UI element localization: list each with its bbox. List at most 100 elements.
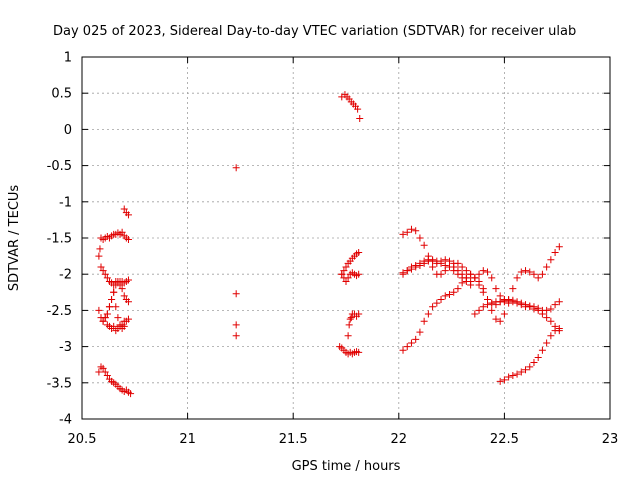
- series-track-p: [399, 270, 563, 354]
- data-point: [433, 299, 441, 307]
- data-point: [403, 343, 411, 351]
- series-track-a: [95, 228, 132, 260]
- data-point: [114, 314, 122, 322]
- data-point: [441, 292, 449, 300]
- data-point: [399, 230, 407, 238]
- data-point: [509, 285, 517, 293]
- data-point: [543, 314, 551, 322]
- data-point: [118, 321, 126, 329]
- series-track-k: [338, 269, 363, 285]
- data-point: [412, 263, 420, 271]
- data-point: [467, 270, 475, 278]
- data-point: [547, 332, 555, 340]
- data-point: [555, 298, 563, 306]
- data-point: [99, 317, 107, 325]
- data-point: [488, 299, 496, 307]
- data-point: [127, 390, 135, 398]
- data-point: [538, 270, 546, 278]
- data-point: [488, 274, 496, 282]
- data-point: [522, 267, 530, 275]
- data-point: [118, 285, 126, 293]
- data-point: [547, 305, 555, 313]
- data-point: [342, 263, 350, 271]
- data-point: [522, 301, 530, 309]
- grid-lines: [82, 57, 610, 419]
- y-tick-label: -1.5: [47, 232, 72, 247]
- data-point: [101, 270, 109, 278]
- data-point: [116, 281, 124, 289]
- data-point: [412, 335, 420, 343]
- x-tick-label: 20.5: [68, 432, 97, 447]
- data-point: [467, 281, 475, 289]
- data-point: [355, 348, 363, 356]
- data-point: [475, 270, 483, 278]
- data-point: [450, 267, 458, 275]
- data-point: [484, 301, 492, 309]
- data-point: [99, 364, 107, 372]
- data-point: [124, 211, 132, 219]
- data-point: [232, 290, 240, 298]
- series-track-l: [344, 310, 363, 340]
- data-point: [475, 281, 483, 289]
- data-point: [424, 257, 432, 265]
- data-point: [399, 346, 407, 354]
- data-point: [355, 310, 363, 318]
- data-point: [416, 328, 424, 336]
- data-point: [101, 314, 109, 322]
- data-point: [108, 296, 116, 304]
- series-track-h: [232, 164, 240, 340]
- data-point: [458, 274, 466, 282]
- data-point: [99, 267, 107, 275]
- x-tick-label: 23: [602, 432, 619, 447]
- data-point: [505, 373, 513, 381]
- data-point: [407, 225, 415, 233]
- data-point: [538, 346, 546, 354]
- data-point: [500, 376, 508, 384]
- y-tick-label: -3.5: [47, 376, 72, 391]
- series-track-i: [338, 91, 364, 123]
- y-tick-label: -0.5: [47, 159, 72, 174]
- data-point: [345, 321, 353, 329]
- data-point: [513, 298, 521, 306]
- y-tick-label: -4: [59, 413, 72, 428]
- data-point: [543, 339, 551, 347]
- data-point: [101, 368, 109, 376]
- data-point: [445, 263, 453, 271]
- data-point: [232, 332, 240, 340]
- data-point: [471, 310, 479, 318]
- data-point: [403, 228, 411, 236]
- data-point: [412, 227, 420, 235]
- data-point: [543, 263, 551, 271]
- data-point: [441, 262, 449, 270]
- data-point: [103, 274, 111, 282]
- data-point: [454, 285, 462, 293]
- data-point: [500, 310, 508, 318]
- data-point: [124, 276, 132, 284]
- data-point: [534, 353, 542, 361]
- data-point: [509, 372, 517, 380]
- data-point: [513, 370, 521, 378]
- data-point: [95, 252, 103, 260]
- x-tick-label: 21.5: [279, 432, 308, 447]
- data-point: [114, 277, 122, 285]
- data-point: [95, 368, 103, 376]
- data-point: [420, 241, 428, 249]
- y-tick-label: -2.5: [47, 304, 72, 319]
- data-point: [344, 332, 352, 340]
- data-point: [479, 303, 487, 311]
- data-points: [95, 91, 563, 398]
- data-point: [526, 302, 534, 310]
- data-point: [120, 317, 128, 325]
- data-point: [445, 290, 453, 298]
- data-point: [450, 288, 458, 296]
- data-point: [118, 228, 126, 236]
- data-point: [338, 270, 346, 278]
- data-point: [437, 259, 445, 267]
- data-point: [429, 303, 437, 311]
- data-point: [462, 277, 470, 285]
- data-point: [420, 259, 428, 267]
- series-track-g: [95, 363, 135, 398]
- data-point: [462, 267, 470, 275]
